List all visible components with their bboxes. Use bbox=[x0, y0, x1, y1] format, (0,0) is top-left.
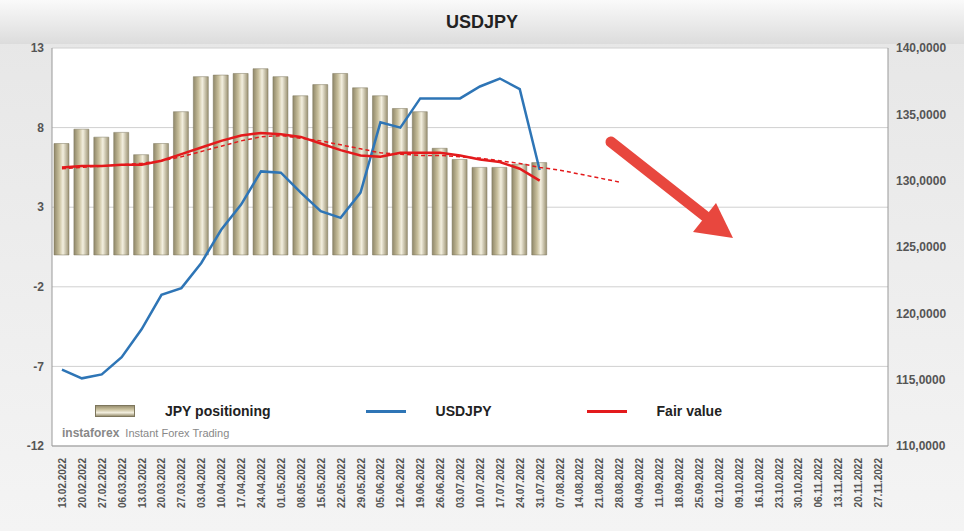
svg-text:25.09.2022: 25.09.2022 bbox=[694, 458, 705, 508]
svg-text:8: 8 bbox=[37, 121, 44, 135]
svg-text:140,0000: 140,0000 bbox=[896, 41, 946, 55]
svg-text:06.11.2022: 06.11.2022 bbox=[813, 458, 824, 508]
svg-text:07.08.2022: 07.08.2022 bbox=[555, 458, 566, 508]
svg-text:28.08.2022: 28.08.2022 bbox=[614, 458, 625, 508]
svg-text:-12: -12 bbox=[27, 439, 45, 453]
svg-text:22.05.2022: 22.05.2022 bbox=[336, 458, 347, 508]
svg-text:3: 3 bbox=[37, 200, 44, 214]
svg-text:01.05.2022: 01.05.2022 bbox=[276, 458, 287, 508]
svg-text:18.09.2022: 18.09.2022 bbox=[674, 458, 685, 508]
svg-text:27.03.2022: 27.03.2022 bbox=[176, 458, 187, 508]
svg-text:21.08.2022: 21.08.2022 bbox=[594, 458, 605, 508]
svg-text:20.11.2022: 20.11.2022 bbox=[853, 458, 864, 508]
html-text:instaforex: instaforex bbox=[62, 426, 120, 440]
svg-text:120,0000: 120,0000 bbox=[896, 307, 946, 321]
svg-text:17.04.2022: 17.04.2022 bbox=[236, 458, 247, 508]
svg-text:12.06.2022: 12.06.2022 bbox=[395, 458, 406, 508]
svg-text:15.05.2022: 15.05.2022 bbox=[316, 458, 327, 508]
svg-text:130,0000: 130,0000 bbox=[896, 174, 946, 188]
svg-text:06.03.2022: 06.03.2022 bbox=[117, 458, 128, 508]
svg-text:05.06.2022: 05.06.2022 bbox=[375, 458, 386, 508]
svg-text:-2: -2 bbox=[33, 280, 44, 294]
svg-text:110,0000: 110,0000 bbox=[896, 439, 946, 453]
svg-text:115,0000: 115,0000 bbox=[896, 373, 946, 387]
svg-text:16.10.2022: 16.10.2022 bbox=[754, 458, 765, 508]
svg-text:31.07.2022: 31.07.2022 bbox=[535, 458, 546, 508]
svg-text:03.04.2022: 03.04.2022 bbox=[196, 458, 207, 508]
svg-text:03.07.2022: 03.07.2022 bbox=[455, 458, 466, 508]
svg-text:-7: -7 bbox=[33, 360, 44, 374]
svg-text:24.04.2022: 24.04.2022 bbox=[256, 458, 267, 508]
svg-text:27.02.2022: 27.02.2022 bbox=[97, 458, 108, 508]
svg-text:08.05.2022: 08.05.2022 bbox=[296, 458, 307, 508]
svg-text:10.07.2022: 10.07.2022 bbox=[475, 458, 486, 508]
svg-text:02.10.2022: 02.10.2022 bbox=[714, 458, 725, 508]
svg-text:11.09.2022: 11.09.2022 bbox=[654, 458, 665, 508]
svg-text:14.08.2022: 14.08.2022 bbox=[574, 458, 585, 508]
svg-text:24.07.2022: 24.07.2022 bbox=[515, 458, 526, 508]
svg-text:13: 13 bbox=[31, 41, 45, 55]
svg-text:20.02.2022: 20.02.2022 bbox=[77, 458, 88, 508]
svg-text:27.11.2022: 27.11.2022 bbox=[873, 458, 884, 508]
svg-text:30.10.2022: 30.10.2022 bbox=[793, 458, 804, 508]
svg-text:26.06.2022: 26.06.2022 bbox=[435, 458, 446, 508]
svg-text:29.05.2022: 29.05.2022 bbox=[356, 458, 367, 508]
svg-text:19.06.2022: 19.06.2022 bbox=[415, 458, 426, 508]
html-text:USDJPY: USDJPY bbox=[435, 403, 492, 419]
svg-text:135,0000: 135,0000 bbox=[896, 108, 946, 122]
html-text:USDJPY: USDJPY bbox=[446, 12, 518, 32]
svg-text:09.10.2022: 09.10.2022 bbox=[734, 458, 745, 508]
svg-text:13.11.2022: 13.11.2022 bbox=[833, 458, 844, 508]
html-text:Instant Forex Trading: Instant Forex Trading bbox=[125, 427, 230, 439]
svg-text:23.10.2022: 23.10.2022 bbox=[774, 458, 785, 508]
svg-text:13.02.2022: 13.02.2022 bbox=[57, 458, 68, 508]
html-text:Fair value: Fair value bbox=[656, 403, 722, 419]
svg-text:17.07.2022: 17.07.2022 bbox=[495, 458, 506, 508]
svg-text:10.04.2022: 10.04.2022 bbox=[216, 458, 227, 508]
svg-text:13.03.2022: 13.03.2022 bbox=[137, 458, 148, 508]
html-text:JPY positioning: JPY positioning bbox=[165, 403, 271, 419]
svg-text:125,0000: 125,0000 bbox=[896, 240, 946, 254]
svg-text:20.03.2022: 20.03.2022 bbox=[156, 458, 167, 508]
svg-text:04.09.2022: 04.09.2022 bbox=[634, 458, 645, 508]
